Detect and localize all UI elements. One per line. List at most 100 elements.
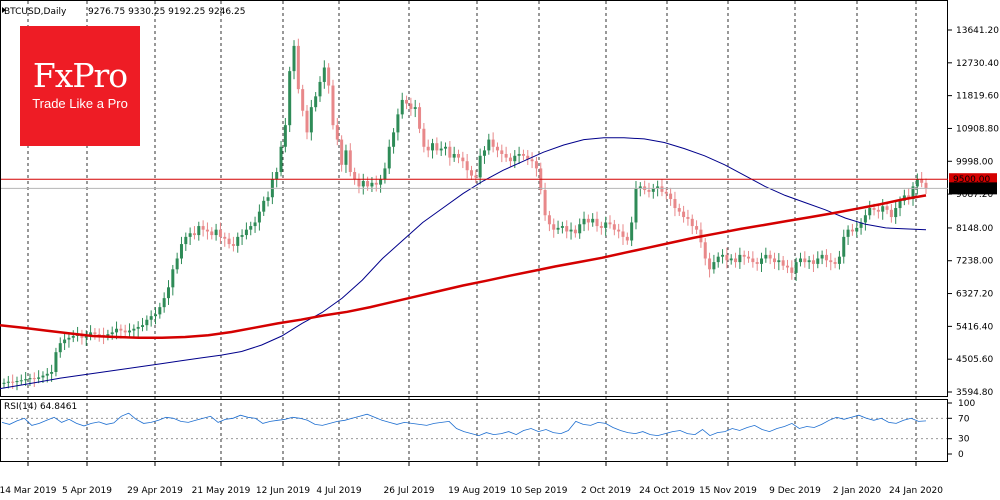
candle-body	[257, 211, 261, 223]
candle-body	[690, 218, 694, 227]
y-tick-label: 3594.80	[956, 388, 993, 398]
candle-body	[184, 236, 188, 245]
candle-body	[850, 229, 854, 232]
candle-body	[301, 89, 305, 111]
candle-body	[179, 244, 183, 259]
candle-body	[141, 325, 145, 327]
candle-body	[712, 262, 716, 270]
candle-body	[660, 186, 664, 192]
candle-body	[721, 254, 725, 257]
candle-body	[833, 262, 837, 264]
x-tick-label: 24 Jan 2020	[889, 486, 943, 496]
rsi-title: RSI(14) 64.8461	[4, 402, 77, 412]
candle-body	[97, 334, 101, 336]
candle-body	[920, 179, 924, 183]
candle-body	[128, 330, 132, 333]
candle-body	[387, 146, 391, 169]
candle-body	[318, 81, 322, 97]
candle-body	[530, 159, 534, 162]
y-tick-label: 5416.40	[956, 322, 993, 332]
rsi-y-tick-label: 0	[958, 450, 964, 460]
candle-body	[738, 254, 742, 263]
candle-body	[911, 186, 915, 200]
rsi-y-tick-label: 30	[958, 435, 970, 445]
candle-body	[331, 85, 335, 126]
y-tick-label: 9998.00	[956, 157, 993, 167]
fxpro-logo: FxPro Trade Like a Pro	[20, 26, 140, 146]
candle-body	[859, 222, 863, 228]
candle-body	[751, 258, 755, 263]
candle-body	[322, 67, 326, 82]
candle-body	[37, 377, 41, 379]
candle-body	[599, 226, 603, 228]
candle-body	[781, 260, 785, 266]
candle-body	[275, 172, 279, 180]
candle-body	[106, 334, 110, 336]
candle-body	[686, 217, 690, 219]
collapse-triangle-icon	[2, 7, 6, 13]
candle-body	[547, 215, 551, 225]
candle-body	[508, 157, 512, 162]
candle-body	[348, 150, 352, 173]
candle-body	[898, 200, 902, 209]
candle-body	[158, 307, 162, 315]
ma-slow-line	[0, 194, 927, 340]
rsi-line	[1, 412, 927, 437]
candle-body	[50, 371, 54, 374]
candle-body	[811, 260, 815, 264]
rsi-plot-frame	[0, 399, 948, 462]
candle-body	[84, 335, 88, 338]
candle-body	[695, 226, 699, 230]
candle-body	[262, 200, 266, 212]
candle-body	[734, 258, 738, 263]
candle-body	[457, 153, 461, 158]
x-tick-label: 29 Apr 2019	[127, 486, 183, 496]
candle-body	[231, 244, 235, 246]
candle-body	[119, 328, 123, 331]
candle-body	[872, 208, 876, 210]
candle-body	[205, 229, 209, 232]
candle-body	[474, 175, 478, 178]
x-tick-label: 9 Dec 2019	[769, 486, 821, 496]
candle-body	[2, 382, 6, 384]
candle-body	[768, 254, 772, 259]
candle-body	[175, 258, 179, 270]
candle-body	[6, 381, 10, 383]
x-tick-label: 12 Jun 2019	[256, 486, 310, 496]
candle-body	[67, 337, 71, 340]
candle-body	[413, 107, 417, 109]
candle-body	[495, 146, 499, 151]
candle-body	[534, 161, 538, 169]
candle-body	[625, 236, 629, 241]
x-tick-label: 2 Jan 2020	[833, 486, 881, 496]
candle-body	[344, 150, 348, 165]
candle-body	[894, 208, 898, 218]
candle-body	[569, 229, 573, 232]
candle-body	[794, 262, 798, 273]
y-tick-label: 7238.00	[956, 257, 993, 267]
candle-body	[747, 256, 751, 259]
candle-body	[340, 139, 344, 165]
candle-body	[634, 188, 638, 223]
candle-body	[327, 67, 331, 86]
candle-body	[45, 373, 49, 376]
candle-body	[296, 45, 300, 90]
candle-body	[223, 236, 227, 239]
candle-body	[469, 170, 473, 176]
candle-body	[785, 265, 789, 268]
candle-body	[283, 125, 287, 147]
candle-body	[669, 193, 673, 200]
ma-fast-line	[0, 137, 927, 390]
candle-body	[772, 258, 776, 263]
price-tag-label: 9246.25	[953, 184, 990, 194]
candle-body	[166, 287, 170, 299]
candle-body	[123, 330, 127, 333]
candle-body	[803, 258, 807, 263]
candle-body	[444, 146, 448, 149]
y-tick-label: 8148.00	[956, 224, 993, 234]
candle-body	[513, 155, 517, 162]
candle-body	[656, 186, 660, 189]
candle-body	[361, 181, 365, 187]
